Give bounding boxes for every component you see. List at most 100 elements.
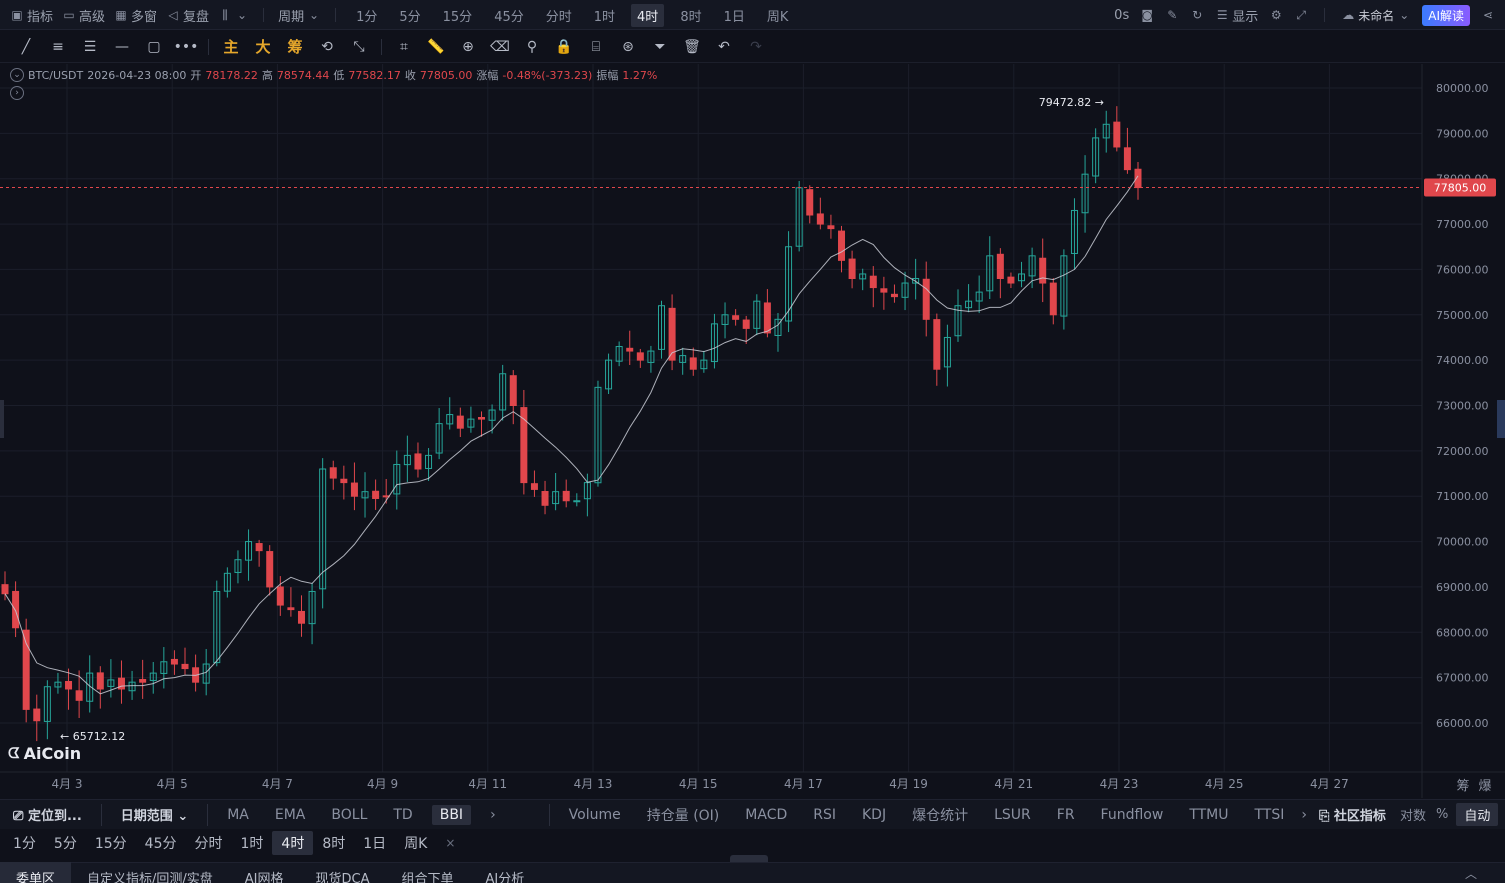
sync-icon[interactable]: ⟲ — [321, 38, 333, 55]
percent-scale-button[interactable]: % — [1435, 807, 1449, 822]
undo-icon[interactable]: ↶ — [718, 38, 730, 55]
sub-indicator-tab[interactable]: 爆仓统计 — [912, 807, 969, 824]
candlestick-chart[interactable]: 4月 3 4月 5 4月 7 4月 9 4月 11 4月 13 4月 15 4月 17 4月 1… — [0, 64, 1505, 798]
indicator-button[interactable]: ▣ 指标 — [10, 6, 53, 25]
period-button[interactable]: 45分 — [144, 836, 177, 852]
chip-corner-label[interactable]: 筹 — [1456, 778, 1469, 794]
log-scale-button[interactable]: 对数 — [1399, 809, 1426, 824]
sub-indicator-tab[interactable]: KDJ — [862, 806, 887, 823]
replay-button[interactable]: ◁ 复盘 — [166, 6, 209, 25]
main-indicator-tab[interactable]: BBI — [431, 804, 472, 825]
refresh-icon[interactable]: ↻ — [1192, 8, 1203, 22]
bottom-tab[interactable]: 现货DCA — [315, 872, 370, 883]
chevron-right-icon[interactable]: › — [1301, 806, 1307, 823]
pencil-icon[interactable]: ✎ — [1167, 8, 1178, 22]
candle-type-button[interactable]: ⫼ ⌄ — [218, 8, 249, 23]
main-indicator-tab[interactable]: BOLL — [331, 806, 368, 823]
advanced-button[interactable]: ▭ 高级 — [62, 6, 105, 25]
lock-icon[interactable]: 🔒 — [555, 38, 573, 55]
horizontal-lines-icon[interactable]: ☰ — [83, 38, 97, 55]
top-period-tab[interactable]: 1日 — [723, 9, 745, 25]
right-panel-handle[interactable] — [1497, 400, 1505, 438]
liquidation-corner-label[interactable]: 爆 — [1478, 779, 1491, 794]
sub-indicator-tab[interactable]: Volume — [568, 806, 621, 823]
period-button[interactable]: 周K — [404, 836, 428, 852]
top-period-tab[interactable]: 8时 — [680, 9, 702, 25]
bottom-tab[interactable]: 委单区 — [0, 862, 72, 883]
top-period-tab[interactable]: 15分 — [442, 9, 473, 25]
period-button[interactable]: 8时 — [322, 836, 346, 852]
ai-interpret-button[interactable]: AI解读 — [1422, 4, 1470, 26]
period-button[interactable]: 4时 — [272, 831, 314, 855]
period-dropdown[interactable]: 周期 ⌄ — [278, 6, 321, 25]
period-button[interactable]: 1分 — [13, 836, 36, 852]
template-icon[interactable]: ⌸ — [591, 38, 601, 55]
main-indicator-tab[interactable]: EMA — [274, 806, 306, 823]
top-period-tab[interactable]: 45分 — [494, 9, 524, 25]
sub-indicator-tab[interactable]: TTSI — [1254, 806, 1285, 823]
main-force-button[interactable]: 主 — [223, 38, 239, 56]
display-button[interactable]: ☰ 显示 — [1215, 6, 1258, 25]
sub-indicator-tab[interactable]: TTMU — [1189, 806, 1229, 823]
trash-icon[interactable]: 🗑 — [683, 38, 701, 55]
sub-indicator-tab[interactable]: RSI — [813, 806, 836, 823]
period-button[interactable]: 5分 — [53, 836, 77, 852]
top-period-tab[interactable]: 1分 — [356, 9, 378, 25]
layout-name-button[interactable]: ☁ 未命名 ⌄ — [1341, 7, 1411, 24]
measure-icon[interactable]: ⤡ — [353, 38, 365, 55]
close-icon[interactable]: × — [445, 836, 456, 850]
top-period-tab[interactable]: 4时 — [631, 3, 665, 27]
sub-indicator-tab[interactable]: MACD — [745, 806, 788, 823]
sub-indicator-tab[interactable]: LSUR — [994, 806, 1031, 823]
auto-scale-button[interactable]: 自动 — [1456, 803, 1499, 826]
period-button[interactable]: 分时 — [194, 836, 223, 852]
visibility-icon[interactable]: ⚲ — [526, 38, 538, 55]
big-order-button[interactable]: 大 — [255, 38, 271, 56]
panel-collapse-handle[interactable] — [730, 855, 768, 862]
multi-window-button[interactable]: ▦ 多窗 — [114, 6, 157, 25]
bottom-tab[interactable]: 自定义指标/回测/实盘 — [87, 872, 213, 883]
horizontal-ray-icon[interactable]: — — [115, 38, 129, 55]
eraser-icon[interactable]: ⌫ — [490, 38, 510, 55]
period-button[interactable]: 1时 — [240, 836, 264, 852]
period-button[interactable]: 1日 — [363, 836, 387, 852]
crop-icon[interactable]: ⌗ — [400, 38, 408, 55]
rectangle-icon[interactable]: ▢ — [147, 38, 161, 55]
parallel-lines-icon[interactable]: ≡ — [52, 38, 64, 55]
zoom-in-icon[interactable]: ⊕ — [462, 38, 474, 55]
main-indicator-tab[interactable]: MA — [227, 806, 249, 823]
date-range-dropdown[interactable]: 日期范围 ⌄ — [108, 805, 201, 824]
price-chart[interactable]: 4月 3 4月 5 4月 7 4月 9 4月 11 4月 13 4月 15 4月 17 4月 1… — [0, 64, 1505, 798]
sub-indicator-tab[interactable]: 持仓量 (OI) — [646, 807, 720, 824]
bottom-tab[interactable]: AI网格 — [244, 872, 284, 883]
fullscreen-icon[interactable]: ⤢ — [1296, 7, 1307, 22]
expand-icon[interactable]: › — [10, 86, 24, 100]
locate-button[interactable]: ⎚ 定位到... — [13, 809, 82, 824]
community-indicator-button[interactable]: ⎘ 社区指标 — [1318, 809, 1386, 824]
sub-indicator-tab[interactable]: Fundflow — [1100, 806, 1164, 823]
bottom-tab[interactable]: AI分析 — [485, 872, 525, 883]
top-period-tab[interactable]: 1时 — [593, 9, 616, 25]
chip-button[interactable]: 筹 — [287, 38, 303, 56]
left-panel-handle[interactable] — [0, 400, 4, 438]
filter-icon[interactable]: ⏷ — [654, 38, 666, 55]
top-period-tab[interactable]: 分时 — [545, 9, 572, 25]
top-period-tab[interactable]: 5分 — [399, 9, 421, 25]
redo-icon[interactable]: ↷ — [750, 38, 762, 55]
more-tools-icon[interactable]: ••• — [173, 38, 199, 55]
camera-icon[interactable]: ◙ — [1141, 8, 1154, 22]
line-tool-icon[interactable]: ╱ — [21, 38, 31, 55]
top-period-tab[interactable]: 周K — [766, 9, 789, 25]
bottom-tab[interactable]: 组合下单 — [401, 872, 454, 883]
period-button[interactable]: 15分 — [94, 836, 127, 852]
magnet-icon[interactable]: ⊛ — [622, 38, 634, 55]
chevron-right-icon[interactable]: › — [490, 806, 496, 823]
chevron-up-icon[interactable]: ︿ — [1464, 867, 1477, 881]
collapse-icon[interactable]: ⌄ — [10, 68, 24, 82]
candle-body — [721, 314, 729, 325]
settings-icon[interactable]: ⚙ — [1270, 8, 1282, 22]
sub-indicator-tab[interactable]: FR — [1056, 806, 1075, 823]
share-icon[interactable]: ⋖ — [1482, 8, 1494, 22]
ruler-icon[interactable]: 📏 — [427, 38, 445, 55]
main-indicator-tab[interactable]: TD — [393, 806, 413, 823]
